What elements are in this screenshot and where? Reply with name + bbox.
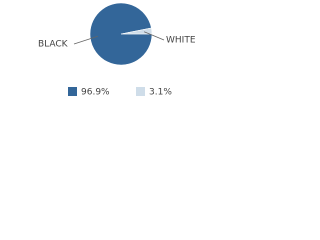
legend-label: 96.9% [81,88,110,98]
category-label: BLACK [38,40,69,50]
legend-swatch [68,87,77,96]
pie-slice [120,27,153,35]
leader-line [143,31,165,41]
legend-label: 3.1% [149,88,172,98]
legend-swatch [136,87,145,96]
chart: BLACK WHITE 96.9% 3.1% [38,2,196,98]
leader-line [73,35,98,45]
category-label: WHITE [166,36,196,46]
